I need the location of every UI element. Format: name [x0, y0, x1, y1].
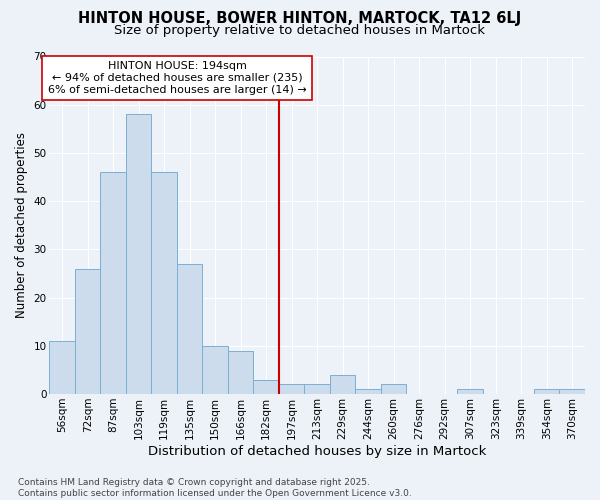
Text: HINTON HOUSE, BOWER HINTON, MARTOCK, TA12 6LJ: HINTON HOUSE, BOWER HINTON, MARTOCK, TA1… [79, 11, 521, 26]
Bar [100, 172, 126, 394]
Bar [253, 380, 279, 394]
Bar [75, 268, 100, 394]
Text: HINTON HOUSE: 194sqm
← 94% of detached houses are smaller (235)
6% of semi-detac: HINTON HOUSE: 194sqm ← 94% of detached h… [47, 62, 307, 94]
Bar [202, 346, 228, 394]
Bar [228, 350, 253, 394]
Bar [559, 389, 585, 394]
Bar [381, 384, 406, 394]
X-axis label: Distribution of detached houses by size in Martock: Distribution of detached houses by size … [148, 444, 487, 458]
Bar [304, 384, 330, 394]
Y-axis label: Number of detached properties: Number of detached properties [15, 132, 28, 318]
Bar [177, 264, 202, 394]
Bar [534, 389, 559, 394]
Bar [279, 384, 304, 394]
Bar [151, 172, 177, 394]
Bar [355, 389, 381, 394]
Text: Contains HM Land Registry data © Crown copyright and database right 2025.
Contai: Contains HM Land Registry data © Crown c… [18, 478, 412, 498]
Text: Size of property relative to detached houses in Martock: Size of property relative to detached ho… [115, 24, 485, 37]
Bar [49, 341, 75, 394]
Bar [457, 389, 483, 394]
Bar [330, 375, 355, 394]
Bar [126, 114, 151, 394]
